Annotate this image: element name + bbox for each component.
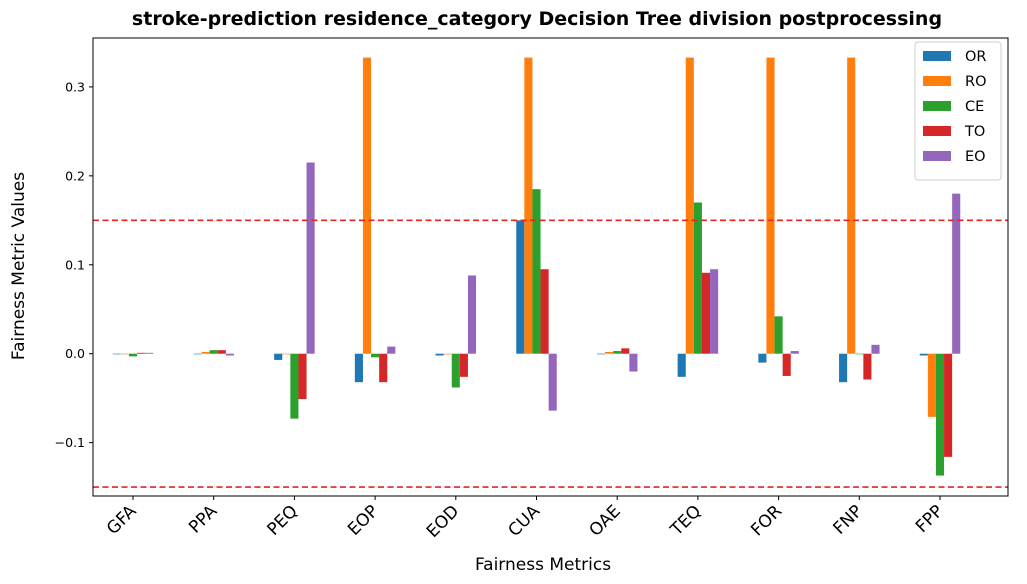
bar-ce-for xyxy=(774,316,783,354)
bar-ro-eod xyxy=(443,353,452,355)
bar-or-ppa xyxy=(193,353,202,355)
bar-to-eod xyxy=(459,353,468,377)
bar-ro-eop xyxy=(362,57,372,354)
x-tick-label: OAE xyxy=(586,501,625,540)
x-tick-label: TEQ xyxy=(666,501,705,540)
bar-or-eop xyxy=(354,353,363,383)
bar-eo-for xyxy=(790,351,799,354)
legend-label-or: OR xyxy=(965,49,987,65)
legend-label-ro: RO xyxy=(965,74,987,90)
bar-to-eop xyxy=(379,353,388,383)
bar-ce-fnp xyxy=(855,353,864,355)
x-tick-label: CUA xyxy=(504,501,544,541)
bar-eo-teq xyxy=(710,269,719,354)
bar-ro-fnp xyxy=(847,57,856,354)
bar-ce-eop xyxy=(371,353,380,358)
legend-swatch-or xyxy=(923,51,951,61)
plot-frame xyxy=(92,37,1009,497)
bar-eo-fnp xyxy=(871,344,880,354)
bar-or-peq xyxy=(274,353,283,360)
bar-to-fpp xyxy=(944,353,953,457)
chart-title: stroke-prediction residence_category Dec… xyxy=(132,8,942,30)
bar-ce-eod xyxy=(451,353,460,388)
y-tick-label: −0.1 xyxy=(55,435,85,450)
bar-to-ppa xyxy=(217,350,226,354)
bar-eo-gfa xyxy=(145,352,154,354)
bar-or-eod xyxy=(435,353,444,356)
bar-eo-eop xyxy=(387,346,396,354)
bar-or-fnp xyxy=(839,353,848,383)
x-tick-label: FPP xyxy=(912,501,948,537)
bar-to-fnp xyxy=(863,353,872,380)
bar-ce-teq xyxy=(693,202,702,354)
x-tick-label: PPA xyxy=(185,501,221,537)
bar-ro-cua xyxy=(524,57,533,354)
bar-eo-cua xyxy=(548,353,557,411)
bar-to-oae xyxy=(621,348,630,354)
plot-area: −0.1 0.0 0.1 0.2 0.3 GFA PPA PEQ EOP EOD CUA OAE TEQ… xyxy=(55,37,1009,542)
y-tick-label: 0.1 xyxy=(65,257,85,272)
bar-eo-fpp xyxy=(952,193,961,354)
bar-ce-fpp xyxy=(935,353,945,476)
bar-ro-peq xyxy=(282,353,291,355)
bar-ce-cua xyxy=(532,189,541,354)
legend: OR RO CE TO EO xyxy=(914,41,1002,181)
legend-swatch-ce xyxy=(923,101,951,111)
bar-to-for xyxy=(782,353,791,376)
legend-swatch-to xyxy=(923,126,951,136)
bar-to-teq xyxy=(701,272,711,354)
bar-or-for xyxy=(758,353,767,363)
bar-ce-peq xyxy=(290,353,299,419)
y-tick-label: 0.2 xyxy=(65,168,85,183)
bar-ro-for xyxy=(766,57,775,354)
bar-eo-oae xyxy=(629,353,638,372)
x-tick-label: GFA xyxy=(103,501,141,539)
y-tick-label: 0.0 xyxy=(65,346,85,361)
legend-swatch-ro xyxy=(923,76,951,86)
bar-ce-gfa xyxy=(128,353,138,357)
bar-or-teq xyxy=(677,353,686,377)
bar-to-peq xyxy=(298,353,307,400)
x-tick-label: FOR xyxy=(747,501,786,540)
x-tick-label: FNP xyxy=(830,501,867,538)
bar-to-cua xyxy=(540,269,549,354)
x-tick-label: PEQ xyxy=(263,501,301,539)
bar-or-cua xyxy=(516,220,525,354)
bar-ro-fpp xyxy=(927,353,936,417)
bar-eo-peq xyxy=(306,162,315,354)
legend-swatch-eo xyxy=(923,151,951,161)
bar-ce-oae xyxy=(613,351,622,354)
bar-ro-gfa xyxy=(120,353,129,355)
y-tick-label: 0.3 xyxy=(65,79,85,94)
bar-to-gfa xyxy=(137,352,146,354)
x-axis-label: Fairness Metrics xyxy=(475,555,611,575)
bar-or-fpp xyxy=(919,353,928,356)
bar-ro-ppa xyxy=(201,351,210,354)
bar-or-gfa xyxy=(112,353,121,355)
bar-ro-oae xyxy=(605,351,614,354)
legend-label-to: TO xyxy=(964,124,985,140)
bar-eo-eod xyxy=(467,275,477,354)
legend-label-ce: CE xyxy=(965,99,984,115)
y-axis-label: Fairness Metric Values xyxy=(9,172,29,360)
bar-eo-ppa xyxy=(225,353,234,356)
bar-or-oae xyxy=(596,353,606,355)
x-tick-label: EOP xyxy=(344,501,382,539)
bar-ro-teq xyxy=(685,57,694,354)
bar-ce-ppa xyxy=(209,350,218,354)
x-tick-label: EOD xyxy=(423,501,463,541)
legend-label-eo: EO xyxy=(965,149,986,165)
